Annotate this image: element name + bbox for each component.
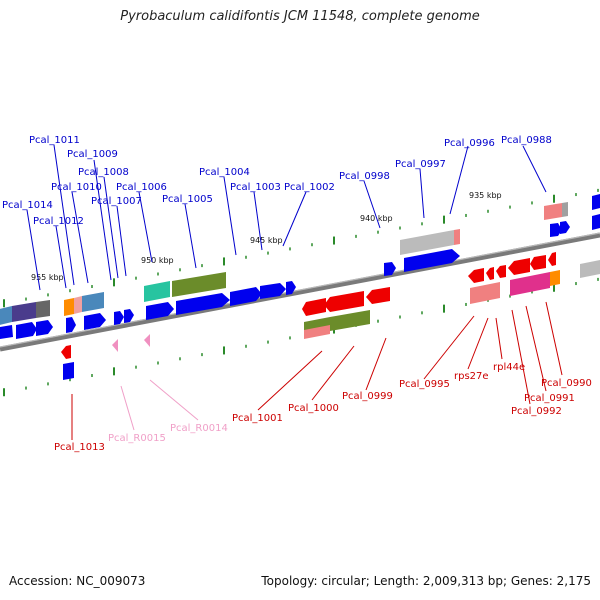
label-pcal-0995: Pcal_0995 xyxy=(399,379,450,390)
gene-arrow-0988d xyxy=(592,214,600,230)
label-pcal-1011: Pcal_1011 xyxy=(29,135,80,146)
scale-label-935: 935 kbp xyxy=(469,191,502,200)
reverse-strand-genes xyxy=(61,252,600,380)
gene-block-0991 xyxy=(510,272,550,296)
label-pcal-1013: Pcal_1013 xyxy=(54,442,105,453)
label-pcal-1001: Pcal_1001 xyxy=(232,413,283,424)
label-pcal-0988: Pcal_0988 xyxy=(501,135,552,146)
gene-arrow-rps27e xyxy=(486,267,494,280)
label-rpl44e: rpl44e xyxy=(493,362,525,373)
gene-block-0990 xyxy=(550,270,560,286)
label-pcal-1003: Pcal_1003 xyxy=(230,182,281,193)
gene-arrow-1001 xyxy=(302,298,326,316)
gene-arrow-r2 xyxy=(16,322,37,339)
genome-map: 935 kbp 940 kbp 945 kbp 950 kbp 955 kbp xyxy=(0,0,600,600)
label-pcal-1007: Pcal_1007 xyxy=(91,196,142,207)
gene-arrow-1009 xyxy=(114,311,124,325)
rna-R0015 xyxy=(112,339,118,352)
forward-gene-labels: Pcal_1011 Pcal_1009 Pcal_1008 Pcal_1010 … xyxy=(2,135,552,227)
gene-arrow-rpl44e xyxy=(496,265,506,278)
reverse-gene-labels: Pcal_1013 Pcal_R0015 Pcal_R0014 Pcal_100… xyxy=(54,362,592,453)
gene-block-1014b xyxy=(12,302,36,322)
label-pcal-0996: Pcal_0996 xyxy=(444,138,495,149)
label-pcal-0990: Pcal_0990 xyxy=(541,378,592,389)
label-pcal-1008: Pcal_1008 xyxy=(78,167,129,178)
label-pcal-1009: Pcal_1009 xyxy=(67,149,118,160)
label-pcal-1012: Pcal_1012 xyxy=(33,216,84,227)
genome-summary-text: Topology: circular; Length: 2,009,313 bp… xyxy=(261,574,591,588)
gene-block-0988b xyxy=(562,202,568,217)
gene-arrow-0990 xyxy=(548,252,556,266)
gene-arrow-0999 xyxy=(366,287,390,304)
scale-label-955: 955 kbp xyxy=(31,273,64,282)
label-pcal-1014: Pcal_1014 xyxy=(2,200,53,211)
label-pcal-0999: Pcal_0999 xyxy=(342,391,393,402)
label-pcal-1010: Pcal_1010 xyxy=(51,182,102,193)
label-pcal-r0014: Pcal_R0014 xyxy=(170,423,228,434)
gene-block-1000 xyxy=(330,310,370,331)
gene-block-0997b xyxy=(454,229,460,245)
gene-block-1005 xyxy=(172,272,226,297)
label-pcal-1000: Pcal_1000 xyxy=(288,403,339,414)
label-pcal-1005: Pcal_1005 xyxy=(162,194,213,205)
gene-block-1012b xyxy=(74,296,82,314)
scale-label-945: 945 kbp xyxy=(250,236,283,245)
gene-block-1006 xyxy=(144,281,170,302)
label-pcal-1002: Pcal_1002 xyxy=(284,182,335,193)
gene-block-0995 xyxy=(470,282,500,304)
label-pcal-0998: Pcal_0998 xyxy=(339,171,390,182)
gene-arrow-0995 xyxy=(468,268,484,283)
gene-block-1013 xyxy=(63,362,74,380)
gene-block-1014c xyxy=(36,300,50,318)
accession-text: Accession: NC_009073 xyxy=(9,574,145,588)
label-pcal-0997: Pcal_0997 xyxy=(395,159,446,170)
rna-R0014 xyxy=(144,334,150,347)
gene-arrow-1011 xyxy=(66,317,76,333)
gene-block-1012 xyxy=(64,298,74,316)
scale-label-950: 950 kbp xyxy=(141,256,174,265)
gene-arrow-0988b xyxy=(560,221,570,234)
label-pcal-0992: Pcal_0992 xyxy=(511,406,562,417)
label-pcal-1006: Pcal_1006 xyxy=(116,182,167,193)
gene-arrow-r1 xyxy=(0,325,13,339)
label-pcal-1004: Pcal_1004 xyxy=(199,167,250,178)
label-pcal-0991: Pcal_0991 xyxy=(524,393,575,404)
label-rps27e: rps27e xyxy=(454,371,489,382)
label-pcal-r0015: Pcal_R0015 xyxy=(108,433,166,444)
gene-arrow-1008 xyxy=(124,309,134,323)
gene-arrow-1000 xyxy=(324,291,364,312)
gene-block-0988r xyxy=(580,260,600,278)
gene-block-0988 xyxy=(544,203,562,220)
gene-arrow-0988c xyxy=(592,194,600,210)
gene-arrow-0991 xyxy=(530,255,546,270)
gene-arrow-r3 xyxy=(36,320,53,336)
gene-block-1011 xyxy=(82,292,104,312)
gene-arrow-0992 xyxy=(508,258,530,275)
gene-block-1014 xyxy=(0,306,12,326)
gene-arrow-1013 xyxy=(61,345,71,359)
